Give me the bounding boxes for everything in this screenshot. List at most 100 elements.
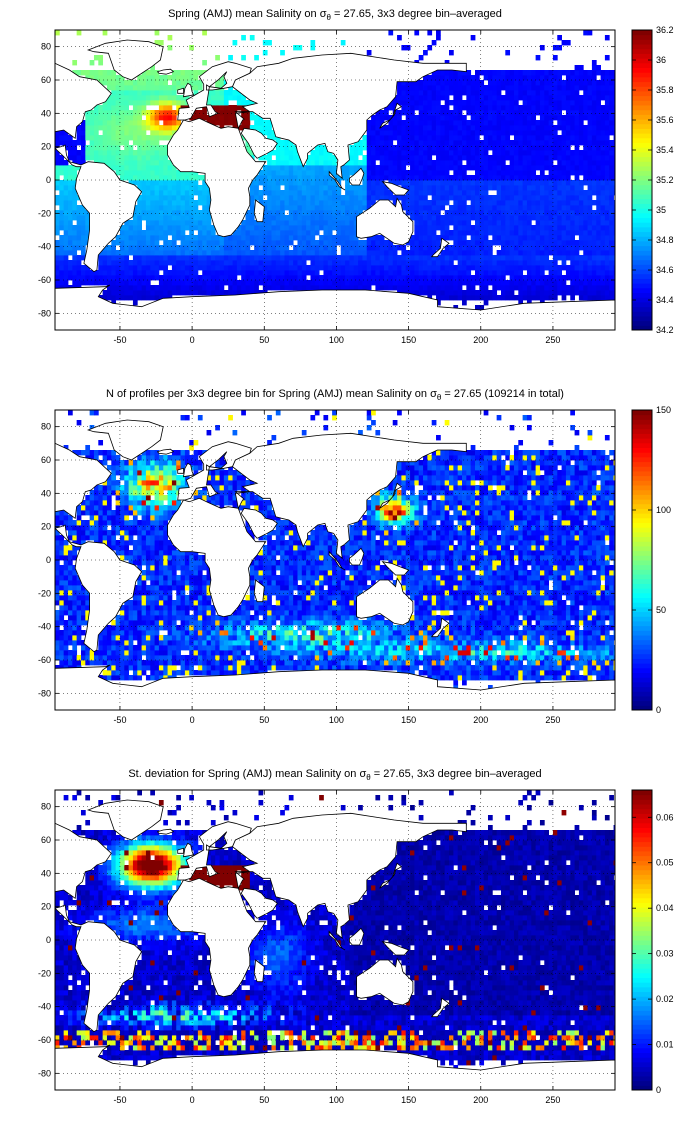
data-cell [319,195,324,201]
data-cell [475,160,480,166]
data-cell [561,90,567,96]
data-cell [500,190,506,196]
data-cell [236,225,242,231]
data-cell [444,270,450,276]
data-cell [552,85,558,91]
data-cell [522,280,528,286]
data-cell [587,240,593,246]
data-cell [492,95,498,101]
data-cell [297,665,303,671]
data-cell [557,270,562,276]
data-cell [509,230,515,236]
data-cell [72,180,78,186]
data-cell [150,70,155,76]
data-cell [215,120,220,126]
data-cell [444,155,450,161]
data-cell [548,70,554,76]
data-cell [457,160,463,166]
data-cell [531,110,537,116]
data-cell [163,230,168,236]
data-cell [522,170,528,176]
data-cell [111,160,117,166]
data-cell [280,160,285,166]
data-cell [583,145,588,151]
data-cell [154,665,160,671]
data-cell [535,180,541,186]
data-cell [561,150,567,156]
data-cell [249,185,255,191]
data-cell [141,290,147,296]
data-cell [475,230,480,236]
data-cell [462,80,467,86]
data-cell [111,245,117,251]
data-cell [245,100,251,106]
data-cell [310,245,316,251]
data-cell [353,665,359,671]
data-cell [388,280,394,286]
data-cell [531,275,537,281]
data-cell [111,250,117,256]
data-cell [466,95,472,101]
data-cell [323,245,329,251]
data-cell [202,220,207,226]
data-cell [267,225,272,231]
data-cell [479,200,485,206]
colorbar-segment [632,180,652,186]
data-cell [388,270,394,276]
data-cell [487,80,493,86]
data-cell [535,105,541,111]
data-cell [414,120,420,126]
data-cell [500,100,506,106]
data-cell [583,255,588,261]
data-cell [427,225,433,231]
data-cell [591,165,597,171]
data-cell [301,215,307,221]
data-cell [306,255,311,261]
data-cell [479,280,485,286]
data-cell [509,670,515,676]
colorbar-segment [632,156,652,162]
data-cell [275,225,281,231]
data-cell [384,275,389,281]
data-cell [440,280,446,286]
data-cell [565,95,571,101]
data-cell [587,140,593,146]
data-cell [219,270,225,276]
data-cell [466,85,472,91]
data-cell [539,665,545,671]
data-cell [106,665,112,671]
data-cell [479,240,485,246]
data-cell [171,70,177,76]
data-cell [137,110,142,116]
data-cell [505,265,511,271]
data-cell [539,245,545,251]
data-cell [561,180,567,186]
data-cell [371,115,376,121]
data-cell [379,195,385,201]
data-cell [154,180,160,186]
data-cell [449,85,454,91]
data-cell [436,145,441,151]
data-cell [249,115,255,121]
data-cell [349,260,355,266]
data-cell [414,155,420,161]
data-cell [414,250,420,256]
data-cell [449,90,454,96]
data-cell [336,215,342,221]
data-cell [288,260,294,266]
data-cell [141,250,147,256]
data-cell [267,270,272,276]
data-cell [76,215,82,221]
data-cell [384,135,389,141]
data-cell [457,95,463,101]
data-cell [232,120,238,126]
data-cell [102,295,108,301]
data-cell [574,95,580,101]
data-cell [518,275,524,281]
data-cell [288,235,294,241]
data-cell [574,135,580,141]
data-cell [288,170,294,176]
data-cell [197,260,203,266]
data-cell [552,100,558,106]
data-cell [544,85,550,91]
